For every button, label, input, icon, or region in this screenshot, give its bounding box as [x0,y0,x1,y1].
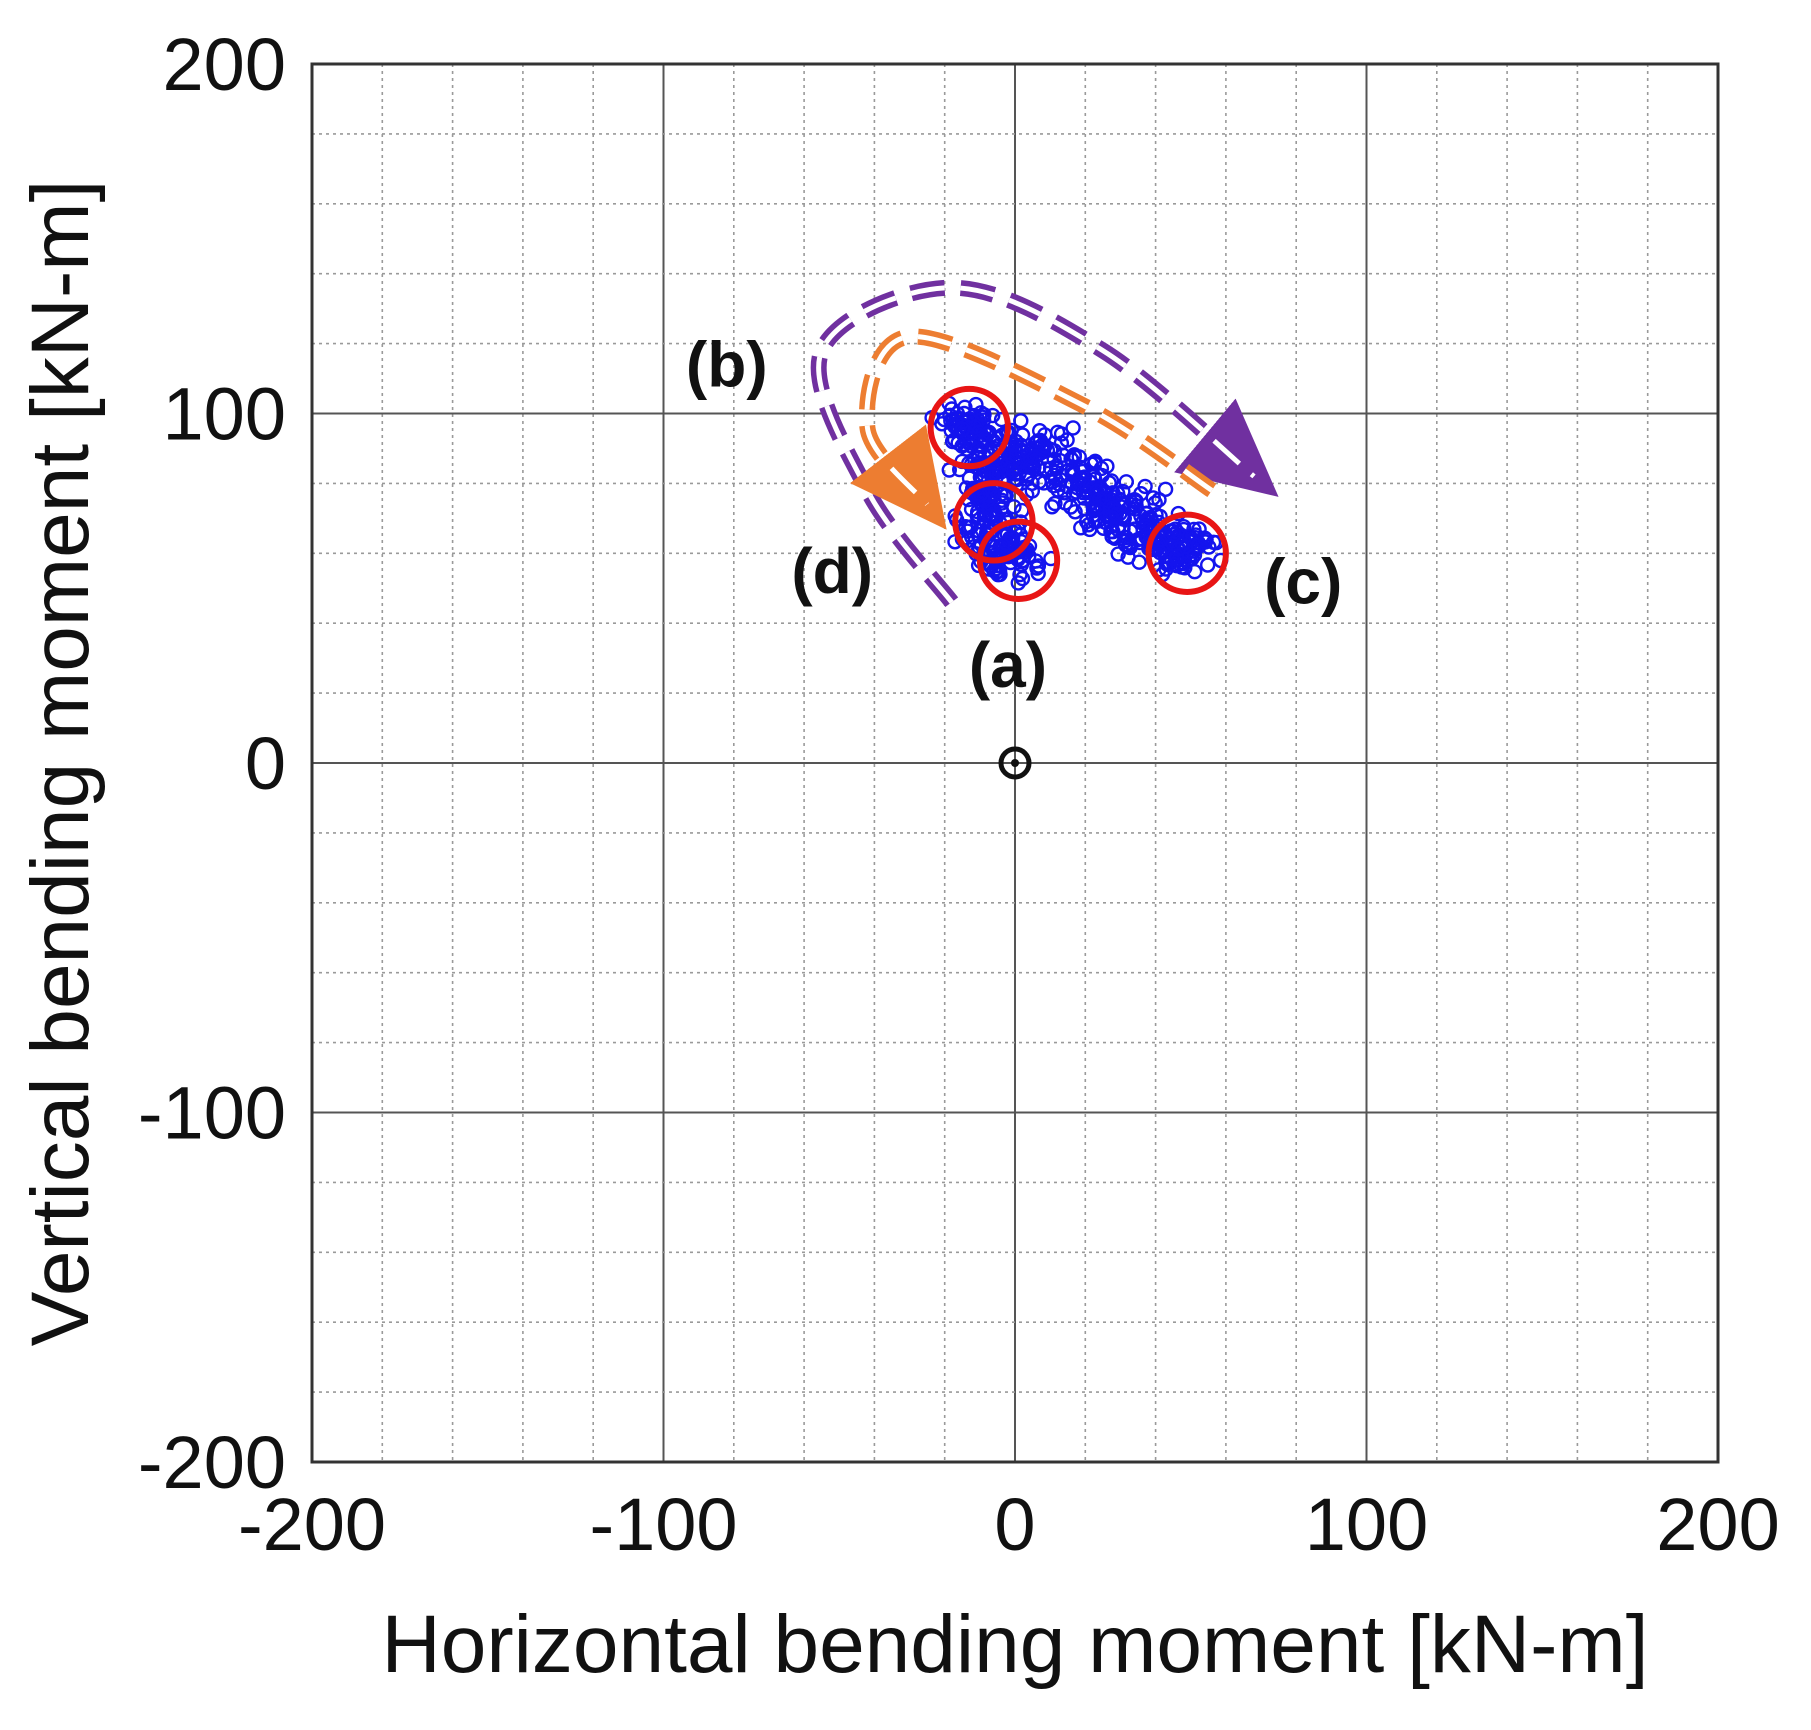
data-point [1010,542,1027,559]
y-tick-label: 0 [245,722,286,805]
data-point [1110,522,1127,538]
data-point [1186,564,1203,580]
data-point [1110,546,1126,562]
grid [311,63,1719,1463]
data-point [1112,491,1128,508]
data-point [975,407,992,423]
data-point [955,413,971,430]
origin-marker-dot [1011,759,1019,767]
data-point [1170,541,1187,557]
data-point [1067,504,1083,520]
data-point [959,523,976,539]
data-point [1152,544,1168,561]
highlight-circle [1145,511,1229,595]
data-point [1199,557,1216,573]
data-point [1046,451,1062,468]
data-point [1006,499,1022,515]
data-point [955,421,971,437]
data-point [1145,490,1162,506]
data-point [968,396,984,413]
data-point [1070,476,1086,493]
y-tick-label: 200 [163,23,286,106]
highlight-circle [976,518,1061,602]
data-point [1091,491,1108,507]
data-point [1104,510,1120,526]
annotation-label: (b) [686,329,768,401]
data-point [1053,426,1070,442]
data-point [1030,565,1046,582]
data-point [1024,475,1040,491]
annotation-label: (c) [1264,545,1342,617]
orange-path-arrow-inner [864,334,1214,507]
data-point [1014,427,1031,443]
data-point [1010,575,1026,591]
annotation-label: (a) [969,629,1047,701]
purple-path-arrow [810,279,1279,608]
data-point [1157,481,1174,497]
y-tick-label: 100 [163,373,286,456]
data-point [1056,485,1073,501]
data-point [1166,526,1182,543]
data-point [1087,453,1103,469]
data-point [1013,556,1030,573]
data-point [1095,520,1112,536]
data-point [1186,547,1203,563]
data-point [1191,521,1207,537]
data-point [1045,478,1062,494]
orange-path-arrow [849,328,1217,530]
data-point [1027,435,1044,451]
data-point [1158,561,1174,577]
data-point [1066,466,1082,483]
data-point [1118,474,1135,490]
data-point [1047,495,1063,512]
data-point [963,438,980,454]
data-point [1090,500,1106,516]
x-tick-label: -200 [238,1483,386,1566]
data-point [1078,513,1095,530]
purple-path-arrow-inner [816,285,1256,604]
y-tick-label: -100 [138,1072,286,1155]
data-point [1046,443,1063,459]
data-point [1086,468,1102,485]
data-point [1044,499,1060,515]
data-point [1130,531,1146,548]
x-tick-label: 100 [1305,1483,1428,1566]
data-point [1065,420,1081,436]
plot-frame [310,62,1720,1464]
y-axis-title: Vertical bending moment [kN-m] [15,180,106,1347]
x-tick-label: -100 [589,1483,737,1566]
data-point [957,399,973,415]
x-axis-title: Horizontal bending moment [kN-m] [382,1599,1649,1690]
data-point [1168,548,1185,564]
data-point [1122,539,1138,556]
annotation-label: (d) [791,535,873,607]
data-point [1012,566,1028,583]
data-point [1131,554,1147,570]
data-point [1024,460,1040,476]
data-point [1047,471,1064,487]
overlays: (a) (b) (c) (d) [686,279,1342,780]
x-tick-label: 0 [994,1483,1035,1566]
data-point [1205,534,1222,550]
y-tick-label: -200 [138,1421,286,1504]
data-point [1088,483,1105,500]
data-point [1137,518,1154,535]
origin-marker-ring [998,746,1032,780]
data-point [1066,447,1083,463]
data-point [1013,413,1029,429]
tick-labels: -200 -100 0 100 200 200 100 0 -100 -200 [138,23,1780,1566]
data-points [924,395,1229,591]
data-point [1013,437,1029,453]
data-point [1057,495,1074,511]
data-point [961,470,978,486]
data-point [1178,538,1194,555]
data-point [1031,474,1048,490]
data-point [976,511,993,527]
data-point [1103,473,1120,489]
x-tick-label: 200 [1656,1483,1779,1566]
